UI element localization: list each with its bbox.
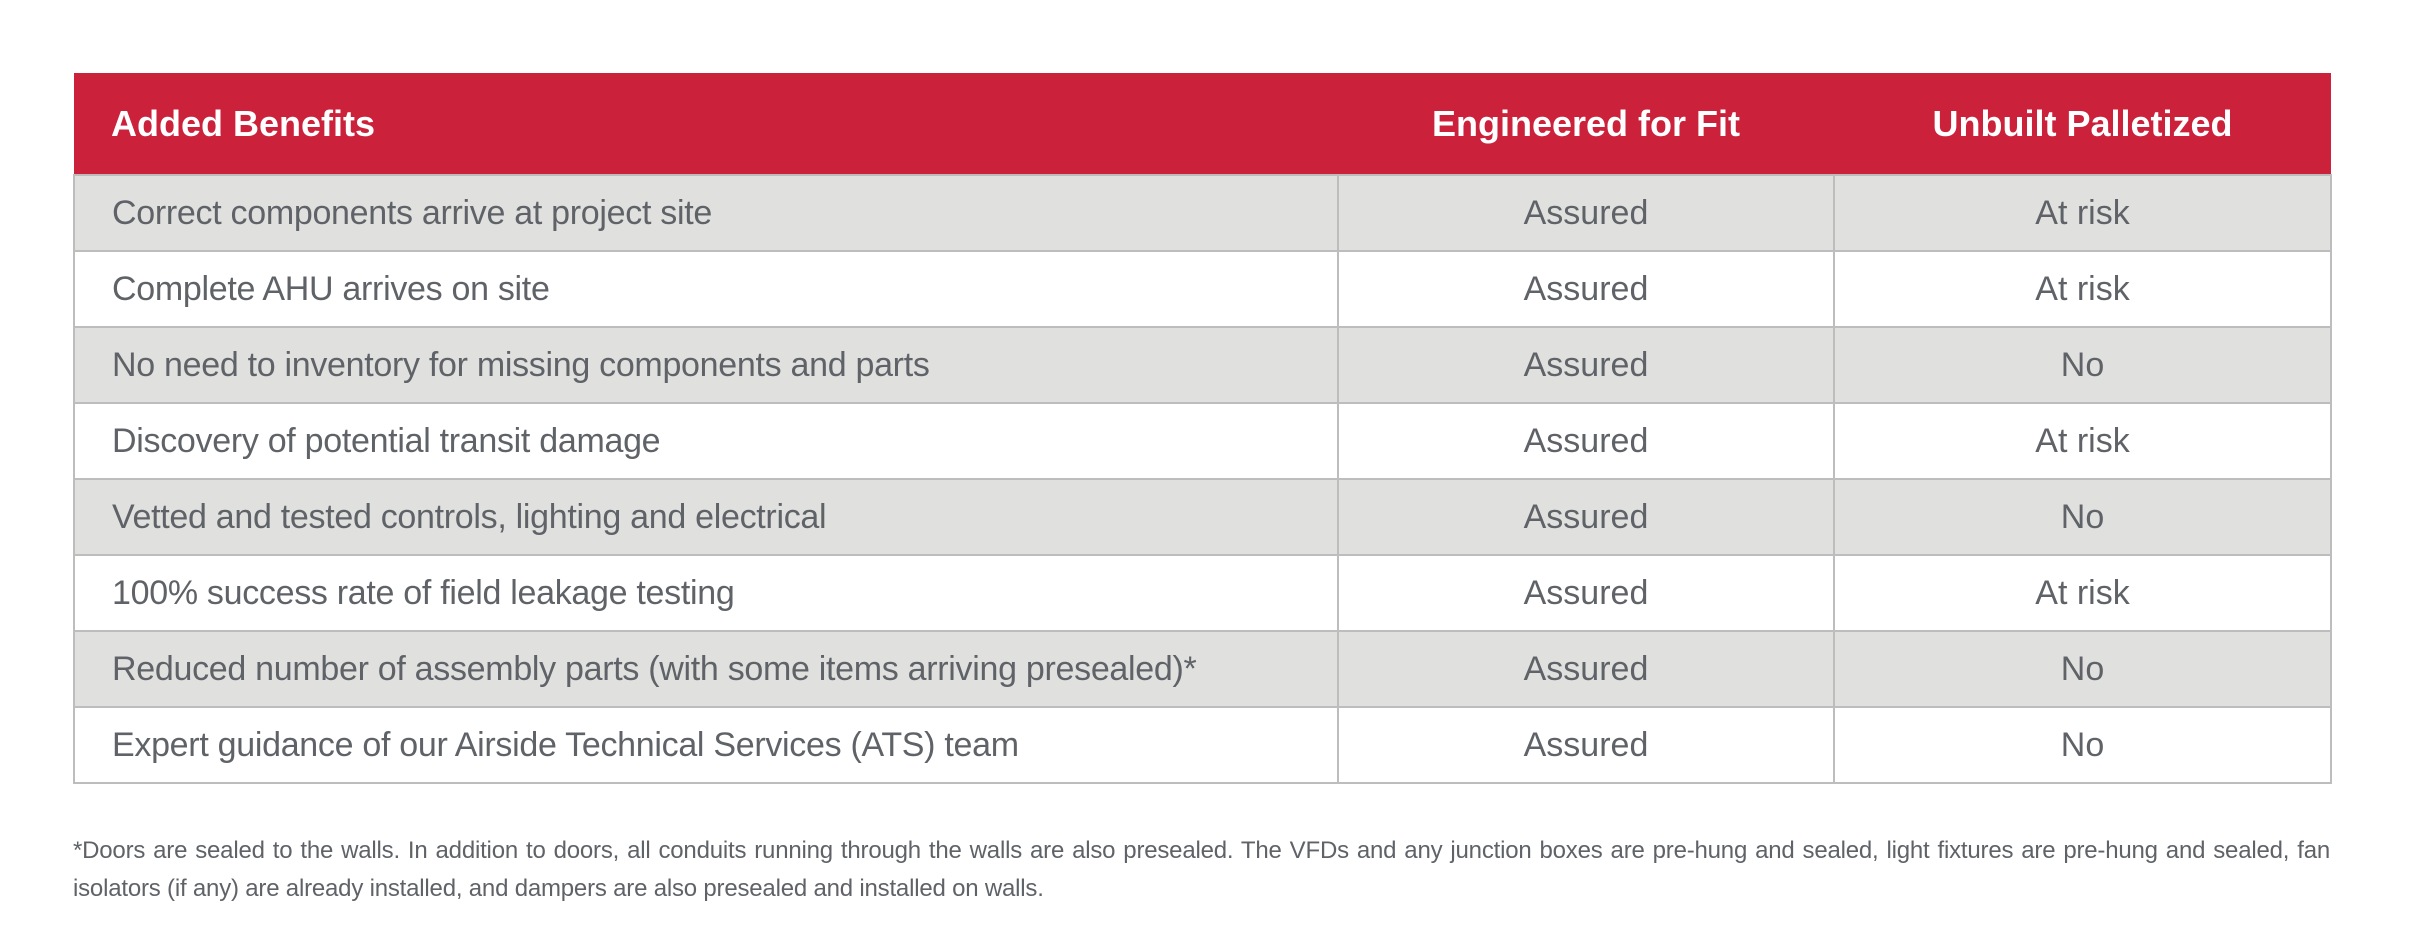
unbuilt-value-cell: At risk [1833, 554, 2332, 632]
engineered-value-cell: Assured [1337, 402, 1835, 480]
header-added-benefits: Added Benefits [74, 73, 1338, 175]
header-unbuilt-palletized: Unbuilt Palletized [1834, 73, 2331, 175]
benefit-cell: 100% success rate of field leakage testi… [73, 554, 1339, 632]
table-row: Vetted and tested controls, lighting and… [73, 478, 2332, 556]
engineered-value-cell: Assured [1337, 706, 1835, 784]
benefits-comparison-table-container: Added Benefits Engineered for Fit Unbuil… [73, 73, 2332, 784]
unbuilt-value-cell: At risk [1833, 402, 2332, 480]
table-row: Discovery of potential transit damage As… [73, 402, 2332, 480]
benefit-cell: Expert guidance of our Airside Technical… [73, 706, 1339, 784]
header-engineered-for-fit: Engineered for Fit [1338, 73, 1834, 175]
benefit-cell: No need to inventory for missing compone… [73, 326, 1339, 404]
benefit-cell: Vetted and tested controls, lighting and… [73, 478, 1339, 556]
table-row: Complete AHU arrives on site Assured At … [73, 250, 2332, 328]
benefit-cell: Correct components arrive at project sit… [73, 174, 1339, 252]
table-row: No need to inventory for missing compone… [73, 326, 2332, 404]
benefits-comparison-table: Added Benefits Engineered for Fit Unbuil… [73, 73, 2332, 784]
engineered-value-cell: Assured [1337, 326, 1835, 404]
engineered-value-cell: Assured [1337, 250, 1835, 328]
engineered-value-cell: Assured [1337, 478, 1835, 556]
engineered-value-cell: Assured [1337, 630, 1835, 708]
footnote: *Doors are sealed to the walls. In addit… [73, 837, 2330, 902]
unbuilt-value-cell: No [1833, 478, 2332, 556]
unbuilt-value-cell: No [1833, 630, 2332, 708]
benefit-cell: Discovery of potential transit damage [73, 402, 1339, 480]
table-header: Added Benefits Engineered for Fit Unbuil… [74, 73, 2331, 175]
header-row: Added Benefits Engineered for Fit Unbuil… [74, 73, 2331, 175]
table-body: Correct components arrive at project sit… [73, 174, 2332, 784]
benefit-cell: Complete AHU arrives on site [73, 250, 1339, 328]
table-row: Correct components arrive at project sit… [73, 174, 2332, 252]
table-row: Expert guidance of our Airside Technical… [73, 706, 2332, 784]
table-row: 100% success rate of field leakage testi… [73, 554, 2332, 632]
unbuilt-value-cell: No [1833, 326, 2332, 404]
unbuilt-value-cell: At risk [1833, 174, 2332, 252]
unbuilt-value-cell: At risk [1833, 250, 2332, 328]
table-row: Reduced number of assembly parts (with s… [73, 630, 2332, 708]
engineered-value-cell: Assured [1337, 554, 1835, 632]
unbuilt-value-cell: No [1833, 706, 2332, 784]
benefit-cell: Reduced number of assembly parts (with s… [73, 630, 1339, 708]
engineered-value-cell: Assured [1337, 174, 1835, 252]
